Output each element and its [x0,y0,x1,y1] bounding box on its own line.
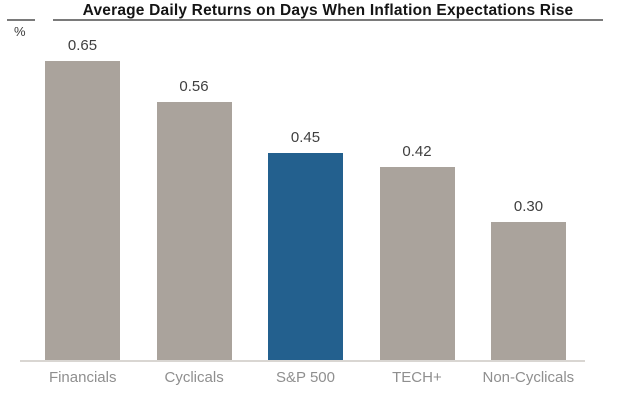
category-label-s-p-500: S&P 500 [276,369,335,386]
bars-area: 0.65 0.56 0.45 0.42 0.30 [45,37,566,360]
y-axis-unit-label: % [14,24,26,39]
category-label-financials: Financials [48,369,117,386]
bar-tech [379,167,455,360]
bar-value-label-s-p-500: 0.45 [290,129,321,146]
bar-value-label-cyclicals: 0.56 [179,78,209,95]
bar-cyclicals [156,102,232,360]
bar-group-s-p-500: 0.45 [268,129,343,360]
bar-group-tech: 0.42 [379,143,455,360]
x-axis-labels: Financials Cyclicals S&P 500 TECH+ Non-Cycli… [27,369,584,386]
chart-title: Average Daily Returns on Days When Infla… [82,2,574,19]
unit-axis-dash [7,19,35,21]
category-label-cyclicals: Cyclicals [164,369,224,386]
bar-s-p-500 [268,153,343,360]
bar-financials [45,61,120,360]
x-axis-baseline [20,360,585,362]
bar-value-label-non-cyclicals: 0.30 [513,198,544,215]
bar-value-label-financials: 0.65 [67,37,98,54]
category-label-non-cyclicals: Non-Cyclicals [482,369,575,386]
category-label-tech: TECH+ [392,369,442,386]
title-underline [53,19,603,21]
bar-non-cyclicals [491,222,566,360]
bar-group-non-cyclicals: 0.30 [491,198,566,360]
bar-group-cyclicals: 0.56 [156,78,232,360]
bar-group-financials: 0.65 [45,37,120,360]
bar-value-label-tech: 0.42 [402,143,432,160]
